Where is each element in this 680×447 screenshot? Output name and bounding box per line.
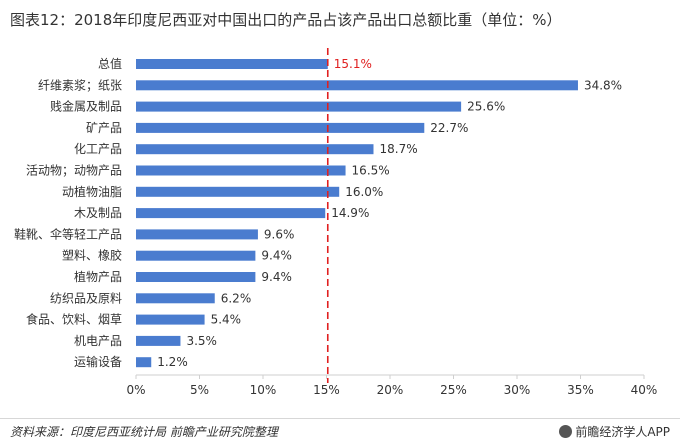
category-label: 总值 (98, 56, 122, 71)
value-label: 9.4% (261, 270, 292, 284)
x-tick-label: 10% (250, 383, 277, 397)
value-label: 18.7% (379, 142, 417, 156)
bar (136, 335, 181, 346)
category-label: 化工产品 (74, 142, 122, 156)
labels-layer: 总值 15.1% 纤维素浆；纸张 34.8% 贱金属及制品 25.6% 矿产品 22.7% 化工… (14, 56, 622, 369)
footer: 资料来源：印度尼西亚统计局 前瞻产业研究院整理 前瞻经济学人APP (0, 418, 680, 447)
category-label: 植物产品 (74, 269, 122, 284)
value-label: 22.7% (430, 121, 468, 135)
x-tick-label: 40% (631, 383, 658, 397)
value-label: 5.4% (211, 313, 242, 327)
value-label: 14.9% (331, 206, 369, 220)
bar (136, 250, 256, 261)
category-label: 食品、饮料、烟草 (26, 312, 122, 327)
bar (136, 272, 256, 282)
bar (136, 186, 340, 197)
value-label: 6.2% (221, 291, 252, 305)
brand-credit: 前瞻经济学人APP (559, 423, 670, 440)
category-label: 动植物油脂 (62, 184, 122, 199)
footer-divider (0, 418, 680, 419)
value-label: 9.4% (261, 249, 292, 263)
x-tick-label: 20% (377, 383, 404, 397)
x-tick-label: 25% (440, 383, 467, 397)
bar (136, 229, 258, 240)
bar (136, 165, 346, 176)
bar (136, 59, 328, 69)
bar (136, 357, 152, 368)
category-label: 贱金属及制品 (50, 99, 122, 114)
bar (136, 101, 462, 112)
category-label: 纺织品及原料 (50, 291, 122, 305)
bar (136, 144, 374, 155)
bar-chart: 总值 15.1% 纤维素浆；纸张 34.8% 贱金属及制品 25.6% 矿产品 22.7% 化工… (14, 48, 657, 397)
x-tick-label: 0% (126, 383, 145, 397)
value-label: 3.5% (186, 334, 217, 348)
bar (136, 122, 425, 133)
value-label: 16.5% (352, 164, 390, 178)
value-label: 15.1% (334, 57, 372, 71)
value-label: 1.2% (157, 355, 188, 369)
category-label: 木及制品 (74, 206, 122, 220)
value-label: 16.0% (345, 185, 383, 199)
x-tick-label: 35% (567, 383, 594, 397)
chart-title: 图表12：2018年印度尼西亚对中国出口的产品占该产品出口总额比重（单位：%） (10, 11, 562, 29)
x-tick-label: 15% (313, 383, 340, 397)
x-tick-label: 5% (190, 383, 209, 397)
x-axis: 0% 5% 10% 15% 20% 25% 30% 35% 40% (126, 48, 657, 397)
x-tick-label: 30% (504, 383, 531, 397)
category-label: 鞋靴、伞等轻工产品 (14, 226, 122, 241)
brand-logo-icon (559, 425, 573, 438)
value-label: 25.6% (467, 100, 505, 114)
category-label: 活动物；动物产品 (26, 164, 122, 178)
category-label: 运输设备 (74, 354, 122, 369)
source-note: 资料来源：印度尼西亚统计局 前瞻产业研究院整理 (10, 425, 278, 439)
bar (136, 293, 215, 304)
category-label: 机电产品 (74, 334, 122, 348)
bar (136, 80, 578, 91)
bars-layer (136, 59, 578, 368)
value-label: 9.6% (264, 227, 295, 241)
category-label: 矿产品 (86, 121, 122, 135)
category-label: 塑料、橡胶 (62, 248, 122, 263)
bar (136, 208, 326, 219)
brand-name: 前瞻经济学人APP (575, 425, 670, 439)
value-label: 34.8% (584, 78, 622, 92)
category-label: 纤维素浆；纸张 (38, 77, 122, 92)
bar (136, 314, 205, 325)
